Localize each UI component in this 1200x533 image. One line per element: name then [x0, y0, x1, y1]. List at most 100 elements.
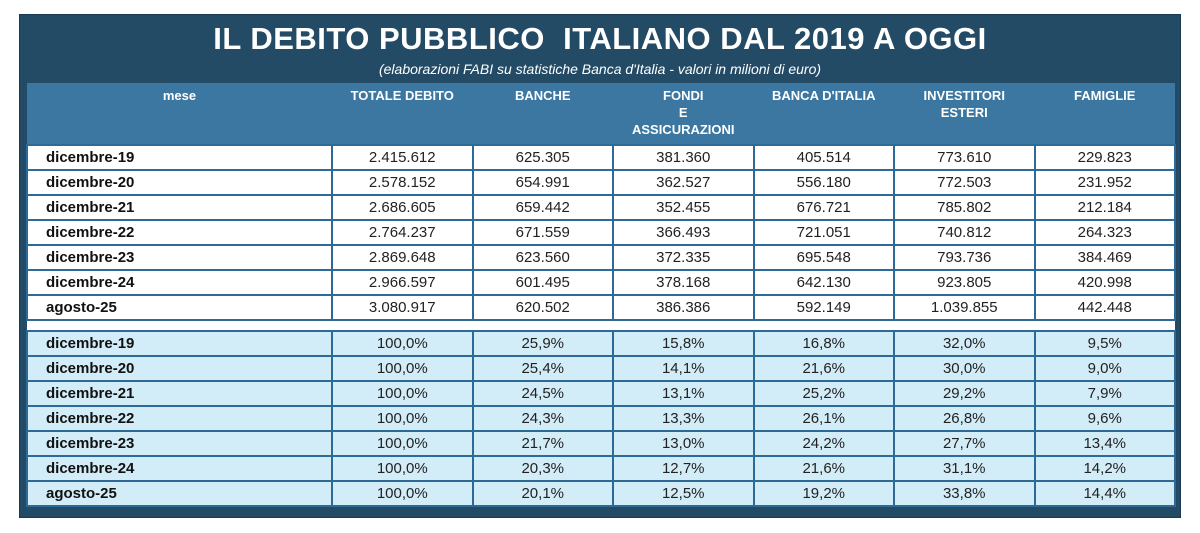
table-cell: 264.323 [1033, 219, 1176, 246]
table-cell: 100,0% [331, 405, 474, 432]
table-cell: 24,2% [752, 430, 895, 457]
table-cell: 12,7% [612, 455, 755, 482]
table-cell: 20,1% [471, 480, 614, 507]
table-cell: 386.386 [612, 294, 755, 321]
table-row: dicembre-19 2.415.612 625.305 381.360 405.51… [26, 144, 1176, 171]
table-cell: 620.502 [471, 294, 614, 321]
table-cell: 695.548 [752, 244, 895, 271]
column-header: FAMIGLIE [1034, 83, 1175, 145]
table-cell: 378.168 [612, 269, 755, 296]
table-cell: 772.503 [893, 169, 1036, 196]
table-cell: 721.051 [752, 219, 895, 246]
table-cell: 19,2% [752, 480, 895, 507]
table-cell: 381.360 [612, 144, 755, 171]
table-cell: 31,1% [893, 455, 1036, 482]
table-cell: 923.805 [893, 269, 1036, 296]
table-cell: 13,1% [612, 380, 755, 407]
table-row: dicembre-24 100,0% 20,3% 12,7% 21,6% 31,1% 14,… [26, 455, 1176, 482]
table-cell: 33,8% [893, 480, 1036, 507]
table-cell: 2.578.152 [331, 169, 474, 196]
row-label: dicembre-20 [26, 355, 333, 382]
table-row: dicembre-20 2.578.152 654.991 362.527 556.18… [26, 169, 1176, 196]
table-cell: 592.149 [752, 294, 895, 321]
table-cell: 654.991 [471, 169, 614, 196]
table-cell: 21,6% [752, 355, 895, 382]
table-row: dicembre-21 100,0% 24,5% 13,1% 25,2% 29,2% 7,9… [26, 380, 1176, 407]
table-cell: 25,9% [471, 330, 614, 357]
table-cell: 100,0% [331, 380, 474, 407]
table-cell: 27,7% [893, 430, 1036, 457]
table-cell: 100,0% [331, 430, 474, 457]
table-cell: 30,0% [893, 355, 1036, 382]
row-label: agosto-25 [26, 294, 333, 321]
column-header: FONDI E ASSICURAZIONI [613, 83, 754, 145]
table-cell: 2.764.237 [331, 219, 474, 246]
row-label: dicembre-21 [26, 380, 333, 407]
table-header-row: mese TOTALE DEBITO BANCHE FONDI E ASSICURAZ… [27, 83, 1175, 145]
table-cell: 384.469 [1033, 244, 1176, 271]
table-cell: 21,7% [471, 430, 614, 457]
table-cell: 13,4% [1033, 430, 1176, 457]
table-cell: 231.952 [1033, 169, 1176, 196]
table-cell: 24,5% [471, 380, 614, 407]
table-row: dicembre-23 2.869.648 623.560 372.335 695.54… [26, 244, 1176, 271]
table-cell: 2.869.648 [331, 244, 474, 271]
column-header: BANCA D'ITALIA [753, 83, 894, 145]
table-cell: 3.080.917 [331, 294, 474, 321]
table-cell: 14,1% [612, 355, 755, 382]
table-cell: 21,6% [752, 455, 895, 482]
table-cell: 362.527 [612, 169, 755, 196]
table-row: dicembre-23 100,0% 21,7% 13,0% 24,2% 27,7% 13,… [26, 430, 1176, 457]
table-cell: 20,3% [471, 455, 614, 482]
table-cell: 9,0% [1033, 355, 1176, 382]
table-cell: 372.335 [612, 244, 755, 271]
column-header: INVESTITORI ESTERI [894, 83, 1035, 145]
row-label: dicembre-20 [26, 169, 333, 196]
table-cell: 15,8% [612, 330, 755, 357]
table-cell: 793.736 [893, 244, 1036, 271]
table-cell: 420.998 [1033, 269, 1176, 296]
table-cell: 785.802 [893, 194, 1036, 221]
table-cell: 24,3% [471, 405, 614, 432]
table-cell: 642.130 [752, 269, 895, 296]
column-header: TOTALE DEBITO [332, 83, 473, 145]
page-subtitle: (elaborazioni FABI su statistiche Banca … [378, 61, 822, 77]
table-cell: 2.415.612 [331, 144, 474, 171]
row-label: dicembre-22 [26, 405, 333, 432]
row-label: dicembre-21 [26, 194, 333, 221]
table-cell: 773.610 [893, 144, 1036, 171]
table-cell: 14,2% [1033, 455, 1176, 482]
table-cell: 26,8% [893, 405, 1036, 432]
table-row: agosto-25 100,0% 20,1% 12,5% 19,2% 33,8% 14,4% [26, 480, 1176, 507]
row-label: dicembre-24 [26, 455, 333, 482]
table-row: dicembre-22 2.764.237 671.559 366.493 721.05… [26, 219, 1176, 246]
table-cell: 442.448 [1033, 294, 1176, 321]
row-label: dicembre-23 [26, 244, 333, 271]
table-cell: 405.514 [752, 144, 895, 171]
table-cell: 352.455 [612, 194, 755, 221]
table-cell: 659.442 [471, 194, 614, 221]
table-row: dicembre-24 2.966.597 601.495 378.168 642.13… [26, 269, 1176, 296]
table-cell: 100,0% [331, 355, 474, 382]
table-row: dicembre-19 100,0% 25,9% 15,8% 16,8% 32,0% 9,5… [26, 330, 1176, 357]
table-cell: 26,1% [752, 405, 895, 432]
row-label: dicembre-24 [26, 269, 333, 296]
table-cell: 1.039.855 [893, 294, 1036, 321]
spacer-cell [27, 319, 1175, 332]
table-cell: 7,9% [1033, 380, 1176, 407]
table-cell: 14,4% [1033, 480, 1176, 507]
row-label: dicembre-19 [26, 330, 333, 357]
table-cell: 556.180 [752, 169, 895, 196]
table-cell: 2.966.597 [331, 269, 474, 296]
table-cell: 625.305 [471, 144, 614, 171]
table-cell: 25,2% [752, 380, 895, 407]
row-label: dicembre-23 [26, 430, 333, 457]
table-cell: 601.495 [471, 269, 614, 296]
column-header: mese [27, 83, 332, 145]
debt-table: mese TOTALE DEBITO BANCHE FONDI E ASSICURAZ… [26, 83, 1176, 507]
table-row: dicembre-22 100,0% 24,3% 13,3% 26,1% 26,8% 9,6… [26, 405, 1176, 432]
table-cell: 671.559 [471, 219, 614, 246]
debt-table-panel: IL DEBITO PUBBLICO ITALIANO DAL 2019 A O… [19, 14, 1181, 518]
table-cell: 623.560 [471, 244, 614, 271]
table-cell: 16,8% [752, 330, 895, 357]
